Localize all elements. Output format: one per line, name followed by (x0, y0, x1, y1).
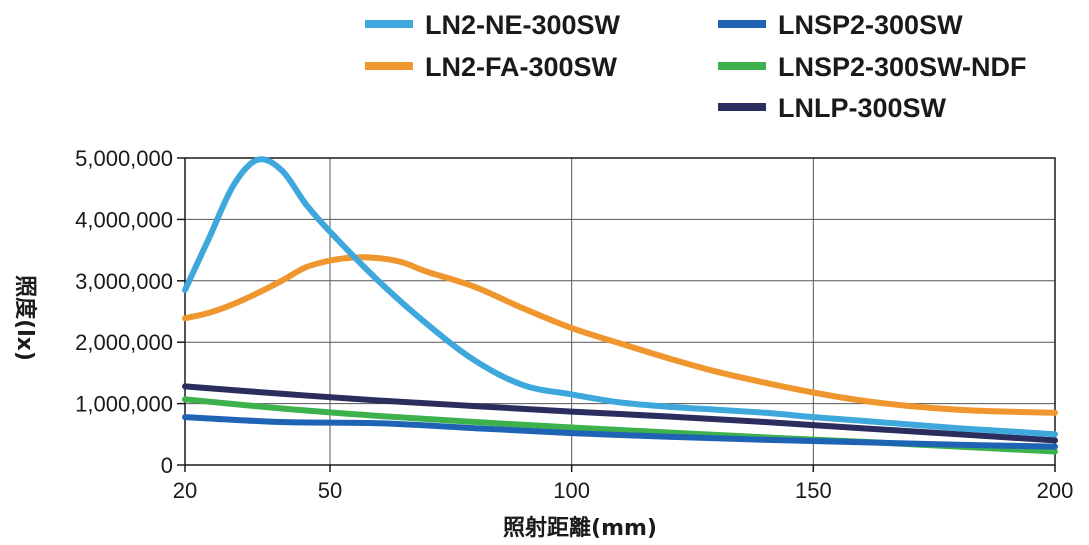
x-tick-label: 150 (795, 478, 832, 503)
y-axis-title: 照度(lx) (12, 275, 38, 361)
y-tick-label: 5,000,000 (75, 146, 173, 171)
legend: LN2-NE-300SW LN2-FA-300SW LNSP2-300SW LNSP2… (365, 10, 1027, 123)
plot-frame (184, 157, 1056, 466)
legend-label: LN2-FA-300SW (425, 52, 618, 82)
y-tick-label: 1,000,000 (75, 392, 173, 417)
y-tick-label: 4,000,000 (75, 207, 173, 232)
series-line-lnsp2-300sw (182, 414, 1058, 450)
legend-label: LNLP-300SW (778, 93, 947, 123)
series-lines (182, 156, 1058, 455)
legend-item-lnsp2-300sw-ndf: LNSP2-300SW-NDF (718, 52, 1027, 82)
legend-item-lnsp2-300sw: LNSP2-300SW (718, 10, 963, 40)
series-line-lnlp-300sw (182, 383, 1058, 444)
y-tick-label: 2,000,000 (75, 330, 173, 355)
x-axis: 20 50 100 150 200 (173, 465, 1074, 503)
legend-label: LNSP2-300SW (778, 10, 963, 40)
series-line-ln2-ne-300sw (182, 156, 1058, 438)
x-axis-title: 照射距離(mm) (503, 515, 657, 541)
legend-item-ln2-fa-300sw: LN2-FA-300SW (365, 52, 618, 82)
legend-label: LNSP2-300SW-NDF (778, 52, 1027, 82)
x-tick-label: 20 (173, 478, 197, 503)
y-tick-label: 3,000,000 (75, 269, 173, 294)
y-axis: 0 1,000,000 2,000,000 3,000,000 4,000,000 5,0… (75, 146, 185, 478)
series-line-ln2-fa-300sw (182, 254, 1058, 416)
legend-item-ln2-ne-300sw: LN2-NE-300SW (365, 10, 621, 40)
y-tick-label: 0 (161, 453, 173, 478)
legend-item-lnlp-300sw: LNLP-300SW (718, 93, 947, 123)
x-tick-label: 50 (318, 478, 342, 503)
x-tick-label: 200 (1037, 478, 1074, 503)
legend-label: LN2-NE-300SW (425, 10, 621, 40)
gridlines (185, 158, 1055, 465)
x-tick-label: 100 (553, 478, 590, 503)
